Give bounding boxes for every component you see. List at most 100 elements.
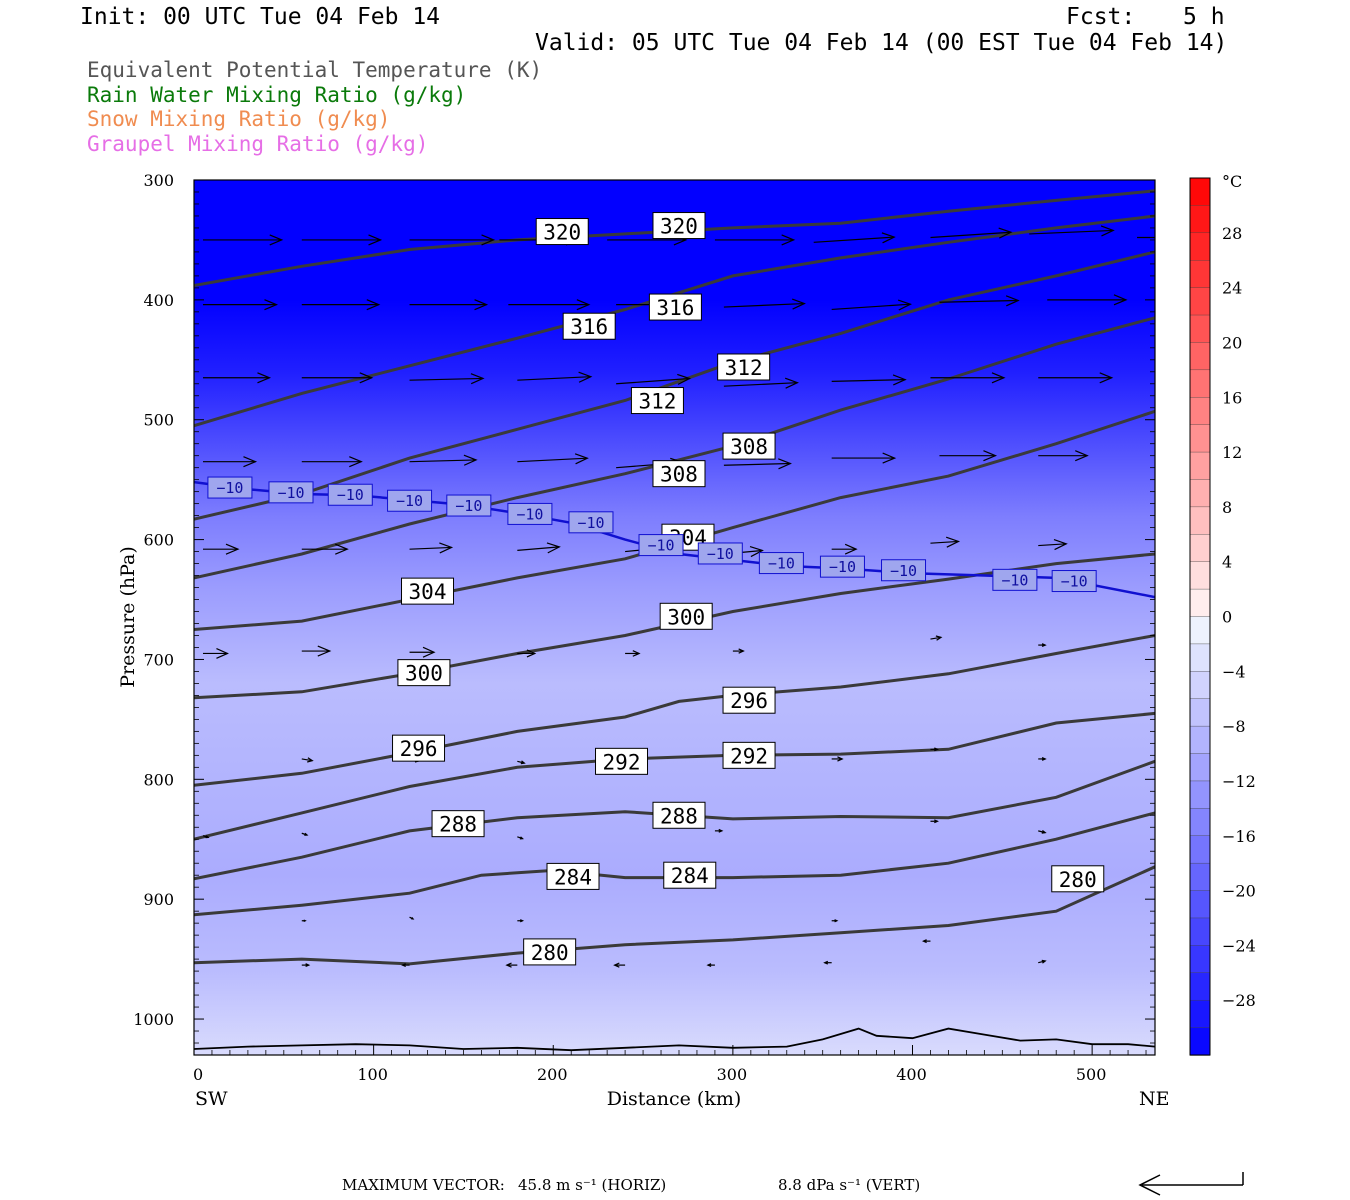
theta-e-label-288: 288 [652,801,706,829]
colorbar-segment [1189,890,1211,919]
y-tick-label: 800 [143,770,174,789]
wind-vector [939,295,1020,307]
colorbar-label: −20 [1222,882,1256,901]
colorbar-segment [1189,780,1211,810]
colorbar-label: −8 [1222,717,1246,736]
theta-e-label-300: 300 [659,602,713,630]
svg-text:316: 316 [570,315,608,339]
x-tick-label: 0 [193,1065,203,1084]
wind-vector [401,963,410,968]
svg-text:312: 312 [638,390,676,414]
isotherm-label: −10 [819,555,865,578]
wind-vector [409,542,454,554]
theta-e-label-312: 312 [630,387,684,415]
svg-text:300: 300 [405,662,443,686]
colorbar-segment [1189,451,1211,481]
theta-e-label-308: 308 [722,432,776,460]
wind-vector [517,453,589,465]
theta-e-label-316: 316 [648,293,702,321]
svg-text:−10: −10 [707,545,734,563]
wind-vector [921,939,931,944]
fcst-label: Fcst: [1066,4,1136,30]
colorbar-segment [1189,917,1211,947]
wind-vector [1038,372,1114,384]
wind-vector [1137,236,1155,239]
theta-e-contour-296 [194,634,1155,787]
colorbar-segment [1189,671,1211,700]
colorbar-segment [1189,999,1211,1029]
colorbar-label: 4 [1222,553,1232,572]
colorbar-segment [1189,972,1211,1001]
svg-text:312: 312 [725,356,763,380]
theta-e-label-304: 304 [401,577,455,605]
wind-vector [831,919,839,923]
isotherm-label: −10 [568,511,614,534]
y-axis-label: Pressure (hPa) [117,546,139,688]
colorbar-label: −16 [1222,827,1256,846]
colorbar-label: 28 [1222,224,1242,243]
wind-vector [301,372,374,384]
fcst-value: 5 h [1183,4,1225,30]
svg-text:300: 300 [667,605,705,629]
colorbar-segment [1189,397,1211,426]
wind-vector [202,648,229,659]
colorbar-segment [1189,835,1211,864]
theta-e-label-280: 280 [523,938,577,966]
wind-vector [517,919,525,923]
svg-text:308: 308 [660,463,698,487]
svg-text:−10: −10 [516,505,543,523]
wind-vector [706,963,715,968]
axes: 0 100 200 300 400 500 300 400 500 600 700 800 900 100… [133,171,1155,1084]
colorbar-segment [1189,260,1211,289]
valid-time: Valid: 05 UTC Tue 04 Feb 14 (00 EST Tue … [535,30,1228,56]
wind-vector [517,371,593,383]
wind-vector [1038,643,1047,648]
colorbar-label: 16 [1222,388,1242,407]
isotherm-label: −10 [327,483,373,506]
colorbar-segment [1189,534,1211,563]
colorbar-segment [1189,753,1211,782]
ne-label: NE [1139,1088,1170,1110]
isotherm-label: −10 [697,542,743,565]
wind-vector [517,649,537,658]
colorbar-segment [1189,808,1211,837]
wind-vector [301,456,363,468]
wind-vector [409,234,496,246]
isotherm-label: −10 [638,534,684,557]
isotherm-label: −10 [507,502,553,525]
svg-text:−10: −10 [829,558,856,576]
wind-vector [1038,450,1089,462]
svg-text:292: 292 [730,744,768,768]
x-axis-label: Distance (km) [607,1088,742,1110]
x-tick-label: 300 [717,1065,748,1084]
wind-vector [613,962,626,968]
isotherm-label: −10 [446,494,492,517]
wind-vector [202,835,210,839]
colorbar-segment [1189,479,1211,508]
wind-vector [301,543,349,555]
theta-e-label-292: 292 [722,741,776,769]
wind-vector [1029,225,1115,237]
svg-text:−10: −10 [337,486,364,504]
wind-vector [939,450,998,462]
wind-vector [930,372,1006,384]
colorbar-label: 12 [1222,443,1242,462]
isotherm-label: −10 [268,481,314,504]
svg-text:−10: −10 [647,537,674,555]
theta-e-label-284: 284 [546,862,600,890]
wind-vector [505,962,518,968]
wind-vector [301,645,332,657]
y-tick-label: 1000 [133,1010,174,1029]
colorbar-segment [1189,369,1211,398]
theta-e-label-316: 316 [562,312,616,340]
colorbar-segment [1189,643,1211,673]
colorbar-segment [1189,945,1211,974]
svg-text:292: 292 [603,750,641,774]
wind-vector [301,299,381,311]
wind-vector [409,299,489,311]
colorbar-segment [1189,177,1211,207]
y-tick-label: 600 [143,531,174,550]
max-vector-horiz: 45.8 m s⁻¹ (HORIZ) [518,1176,667,1194]
svg-text:284: 284 [554,865,592,889]
wind-vector [930,747,939,752]
